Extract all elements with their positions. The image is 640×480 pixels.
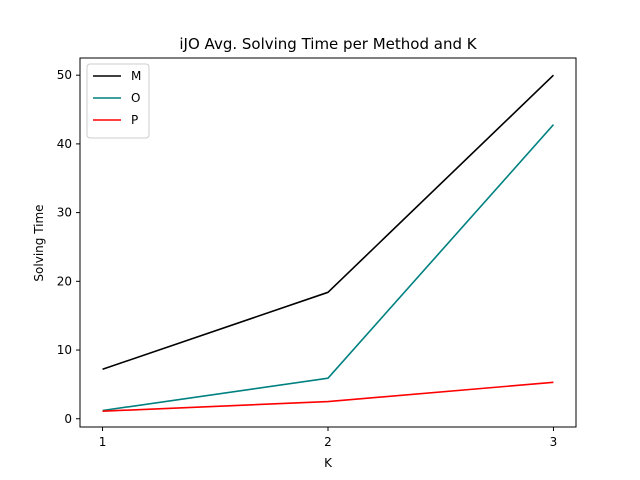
axes-frame [79,57,577,428]
y-tick-label: 10 [57,343,72,357]
x-tick-label: 3 [550,435,558,449]
series-line-m [102,74,555,371]
legend-label-m: M [131,69,141,83]
y-axis: 0 10 20 30 40 50 [57,68,80,426]
y-axis-label: Solving Time [32,204,46,281]
series-lines [102,74,555,412]
legend: MOP [86,63,150,139]
chart-title: iJO Avg. Solving Time per Method and K [179,35,477,53]
legend-label-o: O [131,91,140,105]
y-tick-label: 50 [57,68,72,82]
y-tick-label: 0 [64,412,72,426]
x-axis: 1 2 3 [99,427,558,449]
x-axis-label: K [324,456,333,470]
y-tick-label: 20 [57,274,72,288]
y-tick-label: 40 [57,137,72,151]
series-line-o [102,124,555,412]
series-line-p [102,381,554,412]
x-tick-label: 2 [324,435,332,449]
legend-label-p: P [131,113,138,127]
y-tick-label: 30 [57,206,72,220]
x-tick-label: 1 [99,435,107,449]
